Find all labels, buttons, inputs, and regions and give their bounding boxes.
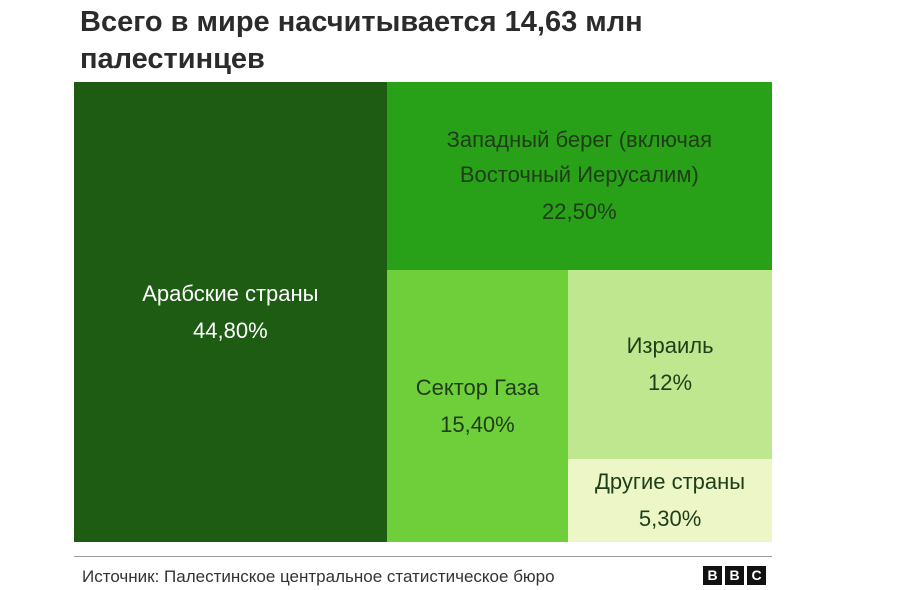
tile-west-bank: Западный берег (включая Восточный Иеруса… [386, 82, 772, 270]
tile-label: Западный берег (включая Восточный Иеруса… [446, 127, 713, 188]
tile-value: 22,50% [542, 199, 617, 225]
tile-label: Израиль [626, 333, 714, 358]
treemap-chart: Арабские страны 44,80% Западный берег (вкл… [74, 82, 772, 542]
tile-label: Другие страны [595, 469, 746, 495]
chart-title: Всего в мире насчитывается 14,63 млн пал… [80, 6, 643, 75]
bbc-logo-letter: B [725, 566, 744, 585]
tile-israel: Израиль 12% [568, 269, 772, 459]
tile-arab-countries: Арабские страны 44,80% [74, 82, 387, 542]
tile-other-countries: Другие страны 5,30% [568, 458, 772, 542]
bbc-logo: B B C [703, 566, 766, 585]
bbc-logo-letter: B [703, 566, 722, 585]
tile-value: 12% [648, 370, 693, 395]
tile-gaza-strip: Сектор Газа 15,40% [386, 269, 569, 542]
tile-label: Арабские страны [142, 281, 319, 306]
tile-value: 5,30% [638, 506, 702, 532]
tile-value: 44,80% [193, 318, 268, 343]
tile-label: Сектор Газа [415, 374, 540, 400]
source-note: Источник: Палестинское центральное стати… [82, 567, 555, 586]
footer-divider [74, 556, 772, 557]
tile-value: 15,40% [440, 411, 515, 437]
bbc-logo-letter: C [747, 566, 766, 585]
